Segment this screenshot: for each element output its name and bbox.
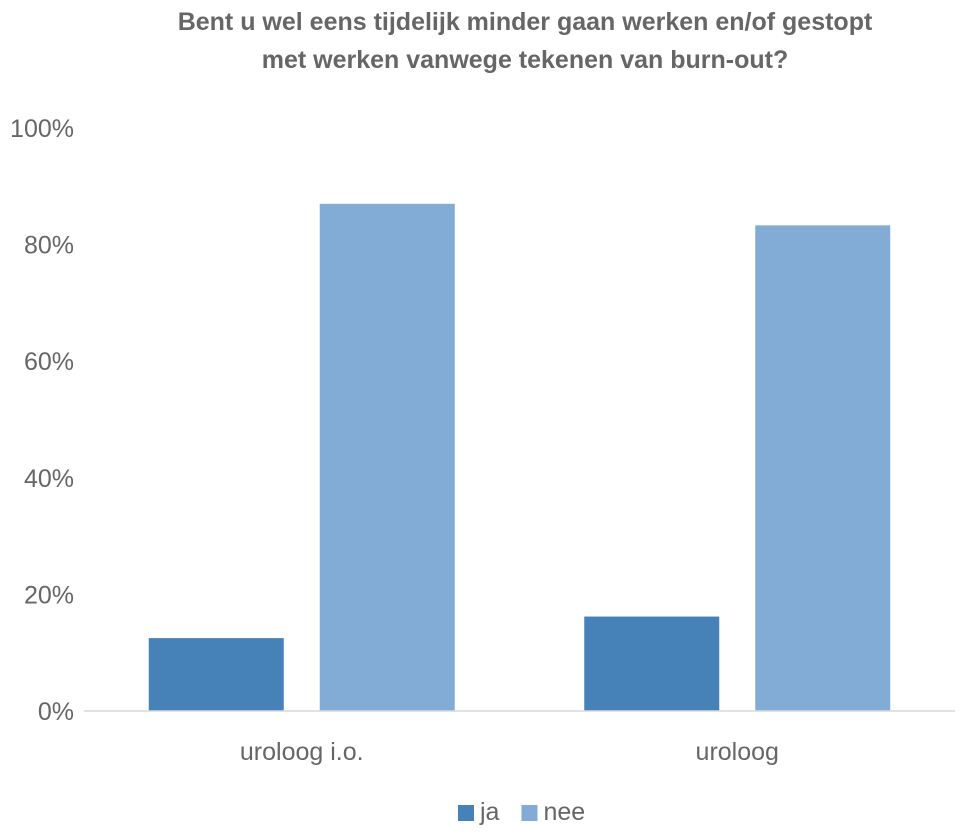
legend-swatch-nee xyxy=(521,805,538,821)
legend-label-nee: nee xyxy=(543,798,585,826)
chart-title: Bent u wel eens tijdelijk minder gaan we… xyxy=(178,8,873,74)
legend-swatch-ja xyxy=(458,805,474,821)
y-tick-label: 100% xyxy=(10,115,74,143)
chart-title-line-2: met werken vanwege tekenen van burn-out? xyxy=(262,46,789,74)
bar-nee-1 xyxy=(755,225,891,711)
y-tick-label: 40% xyxy=(24,465,74,493)
chart-title-line-1: Bent u wel eens tijdelijk minder gaan we… xyxy=(178,8,873,36)
x-tick-label: uroloog xyxy=(696,738,779,766)
y-tick-label: 80% xyxy=(24,232,74,260)
y-tick-label: 0% xyxy=(38,698,74,726)
y-axis: 0% 20% 40% 60% 80% 100% xyxy=(10,115,74,726)
bars xyxy=(148,203,891,712)
bar-ja-1 xyxy=(584,616,720,711)
y-tick-label: 20% xyxy=(24,581,74,609)
bar-ja-0 xyxy=(148,638,284,711)
legend-label-ja: ja xyxy=(479,798,500,826)
x-tick-label: uroloog i.o. xyxy=(240,738,364,766)
legend: ja nee xyxy=(458,798,585,826)
y-tick-label: 60% xyxy=(24,348,74,376)
x-axis: uroloog i.o. uroloog xyxy=(240,738,779,766)
bar-nee-0 xyxy=(319,203,455,712)
